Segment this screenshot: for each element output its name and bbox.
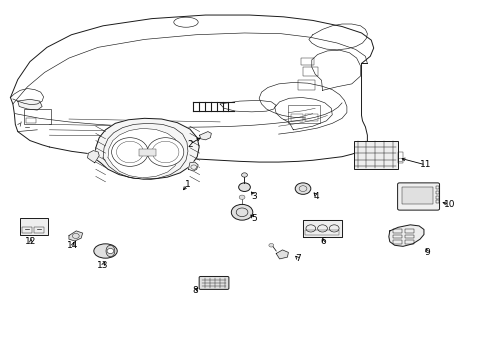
Ellipse shape [106, 245, 115, 257]
Bar [22, 227, 32, 233]
Circle shape [268, 243, 273, 247]
Circle shape [231, 204, 252, 220]
Bar [34, 227, 43, 233]
Ellipse shape [94, 244, 117, 258]
Text: 13: 13 [97, 261, 109, 270]
Ellipse shape [147, 138, 183, 166]
Text: 2: 2 [187, 140, 192, 149]
Polygon shape [276, 250, 288, 259]
Bar [24, 109, 51, 125]
Bar [405, 234, 413, 238]
Bar [288, 105, 320, 123]
Polygon shape [199, 132, 211, 140]
Polygon shape [303, 220, 341, 237]
Bar [435, 196, 438, 199]
FancyBboxPatch shape [199, 276, 228, 289]
Circle shape [241, 173, 247, 177]
Text: 14: 14 [67, 241, 79, 250]
Circle shape [239, 195, 244, 199]
Bar [298, 80, 315, 90]
Bar [290, 114, 303, 121]
Text: 12: 12 [25, 237, 37, 246]
Polygon shape [95, 118, 199, 179]
Polygon shape [108, 129, 179, 178]
Text: 8: 8 [191, 286, 197, 295]
Bar [392, 229, 401, 233]
Text: 1: 1 [184, 180, 190, 189]
Bar [392, 240, 401, 244]
Bar [26, 118, 36, 123]
Text: 5: 5 [251, 214, 257, 223]
Polygon shape [188, 162, 198, 171]
Bar [353, 140, 397, 169]
Bar [397, 152, 403, 163]
Text: 10: 10 [443, 200, 454, 209]
Text: 6: 6 [320, 237, 325, 246]
Ellipse shape [111, 138, 148, 166]
Polygon shape [69, 231, 82, 241]
Bar [405, 229, 413, 233]
Bar [305, 114, 317, 121]
Polygon shape [87, 150, 99, 163]
Bar [435, 191, 438, 194]
Circle shape [107, 248, 114, 253]
Bar [300, 58, 314, 65]
Bar [303, 67, 317, 76]
Polygon shape [18, 99, 42, 110]
Bar [305, 230, 338, 234]
Text: 11: 11 [419, 161, 431, 170]
Bar [402, 187, 432, 204]
Bar [435, 201, 438, 203]
Circle shape [295, 183, 310, 194]
Bar [139, 149, 156, 156]
Text: 7: 7 [295, 255, 301, 264]
Circle shape [238, 183, 250, 192]
Bar [405, 240, 413, 244]
Polygon shape [388, 225, 423, 246]
Text: 9: 9 [424, 248, 429, 257]
Text: 3: 3 [251, 192, 257, 201]
Bar [20, 219, 47, 234]
FancyBboxPatch shape [397, 183, 439, 210]
Text: 4: 4 [313, 192, 319, 201]
Bar [435, 186, 438, 189]
Bar [392, 234, 401, 238]
